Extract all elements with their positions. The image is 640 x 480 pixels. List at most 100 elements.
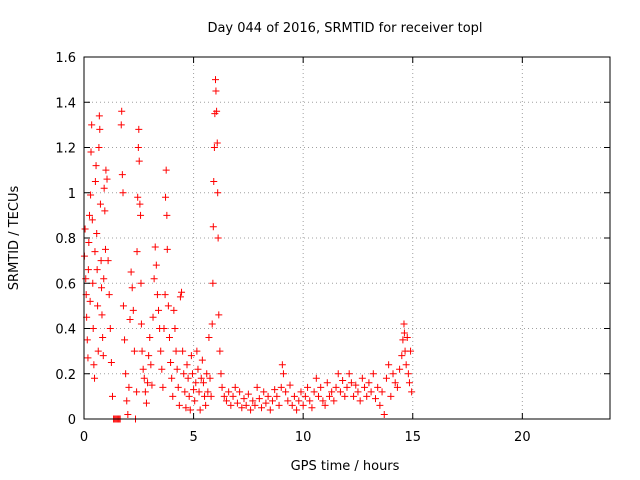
data-point <box>363 392 371 400</box>
data-point <box>87 148 95 156</box>
data-point <box>134 193 142 201</box>
data-point <box>98 284 106 292</box>
data-point <box>81 225 89 233</box>
data-point <box>242 401 250 409</box>
data-point <box>162 193 170 201</box>
data-point <box>387 392 395 400</box>
x-tick-label: 0 <box>80 430 88 445</box>
data-point <box>94 347 102 355</box>
data-point <box>96 125 104 133</box>
data-point <box>121 336 129 344</box>
data-point <box>339 377 347 385</box>
data-point <box>354 388 362 396</box>
y-tick-label: 0 <box>68 413 76 428</box>
data-point <box>138 347 146 355</box>
data-point <box>149 313 157 321</box>
data-point <box>299 401 307 409</box>
data-point <box>260 388 268 396</box>
x-tick-label: 20 <box>514 430 531 445</box>
data-point <box>144 379 152 387</box>
data-point <box>141 388 149 396</box>
data-point <box>101 207 109 215</box>
data-point <box>218 383 226 391</box>
data-point <box>103 175 111 183</box>
data-point <box>128 284 136 292</box>
data-point <box>275 401 283 409</box>
data-point <box>222 397 230 405</box>
data-point <box>358 374 366 382</box>
data-point <box>98 311 106 319</box>
data-point <box>229 392 237 400</box>
data-point <box>378 388 386 396</box>
data-point <box>100 184 108 192</box>
data-point <box>251 401 259 409</box>
data-point <box>181 388 189 396</box>
data-point <box>146 334 154 342</box>
data-point <box>210 177 218 185</box>
data-point <box>297 388 305 396</box>
data-point <box>332 383 340 391</box>
data-point <box>150 275 158 283</box>
data-point <box>231 383 239 391</box>
data-point <box>306 397 314 405</box>
data-point <box>108 392 116 400</box>
y-tick-label: 1.4 <box>55 96 76 111</box>
data-point <box>382 374 390 382</box>
data-point <box>137 320 145 328</box>
data-point <box>236 388 244 396</box>
data-point <box>374 383 382 391</box>
data-point <box>312 374 320 382</box>
data-point <box>264 392 272 400</box>
data-point <box>262 399 270 407</box>
data-point <box>304 383 312 391</box>
data-point <box>118 107 126 115</box>
data-point <box>182 404 190 412</box>
data-point <box>167 358 175 366</box>
data-point <box>253 383 261 391</box>
data-point <box>95 144 103 151</box>
data-point <box>277 383 285 391</box>
data-point <box>208 320 216 328</box>
data-point <box>361 383 369 391</box>
data-point <box>91 248 99 256</box>
data-point <box>369 370 377 378</box>
data-point <box>90 361 98 369</box>
data-point <box>317 383 325 391</box>
data-point <box>93 266 101 274</box>
data-point <box>185 392 193 400</box>
data-point <box>162 166 170 174</box>
data-point <box>393 383 401 391</box>
data-point <box>347 379 355 387</box>
y-tick-label: 0.4 <box>55 323 76 338</box>
data-point <box>325 392 333 400</box>
data-point <box>191 397 199 405</box>
data-point <box>380 410 388 418</box>
data-point <box>244 390 252 398</box>
data-point <box>240 395 248 403</box>
data-point <box>403 334 411 342</box>
data-point <box>163 211 171 219</box>
data-point <box>85 239 93 247</box>
data-point <box>159 383 167 391</box>
data-point <box>142 399 150 407</box>
data-point <box>206 374 214 382</box>
data-point <box>163 245 171 253</box>
data-point <box>92 162 100 170</box>
data-point <box>119 189 127 197</box>
data-point <box>214 189 222 197</box>
data-point <box>93 229 101 237</box>
data-point <box>122 370 130 378</box>
data-point <box>133 388 141 396</box>
data-point <box>178 288 186 296</box>
data-point <box>196 406 204 414</box>
data-point <box>100 275 108 283</box>
data-point <box>88 216 96 224</box>
data-point <box>186 406 194 414</box>
data-point <box>391 379 399 387</box>
data-point <box>279 370 287 378</box>
data-point <box>290 392 298 400</box>
data-point <box>89 325 97 332</box>
data-point <box>321 401 329 409</box>
data-point <box>405 379 413 387</box>
